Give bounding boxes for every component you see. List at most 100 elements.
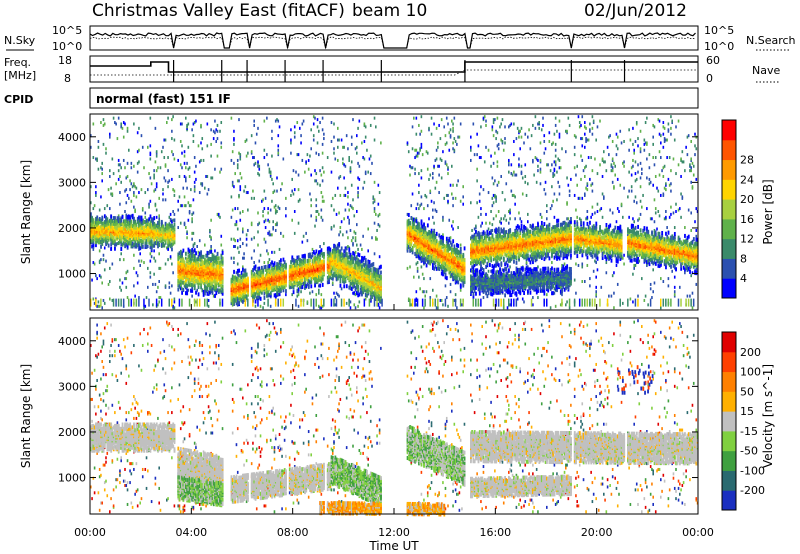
freq-tick-top: 18 [58, 54, 72, 67]
power-cell [218, 213, 220, 216]
power-cell [442, 236, 444, 240]
power-cell [179, 175, 181, 178]
power-cell [100, 258, 102, 261]
power-cell [419, 133, 421, 136]
power-cell [253, 120, 255, 123]
power-cell [442, 219, 444, 222]
power-cell [446, 117, 448, 120]
power-cell [108, 283, 110, 286]
power-cell [98, 140, 100, 143]
power-cell [446, 141, 448, 144]
power-cell [356, 134, 358, 137]
power-cell [432, 216, 434, 219]
power-cell [378, 303, 380, 307]
power-cell [258, 260, 260, 263]
power-cell [445, 272, 447, 276]
power-cell [321, 191, 323, 194]
power-cell [144, 211, 146, 214]
power-cell [217, 130, 219, 133]
power-cell [104, 122, 106, 125]
power-cell [318, 153, 320, 156]
power-cell [138, 149, 140, 152]
power-cell [184, 155, 186, 158]
power-cell [158, 252, 160, 255]
power-cell [365, 136, 367, 139]
power-cell [210, 245, 212, 248]
power-cell [413, 117, 415, 120]
power-cell [262, 210, 264, 213]
power-cell [341, 220, 343, 223]
power-cell [233, 143, 235, 146]
power-cell [147, 146, 149, 149]
power-cell [317, 118, 319, 121]
power-cell [357, 194, 359, 197]
power-cell [95, 185, 97, 188]
power-cell [412, 166, 414, 169]
power-cell [251, 150, 253, 153]
power-cell [148, 203, 150, 206]
power-cell [181, 204, 183, 207]
power-cell [313, 134, 315, 137]
power-cell [374, 222, 376, 225]
power-cell [357, 191, 359, 194]
power-cell [174, 223, 176, 227]
power-cell [233, 257, 235, 260]
power-cell [247, 229, 249, 232]
power-cell [267, 211, 269, 214]
power-cell [323, 200, 325, 203]
power-cell [357, 162, 359, 165]
power-cell [232, 181, 234, 184]
power-cell [437, 306, 439, 309]
power-cell [218, 256, 220, 260]
power-cell [239, 219, 241, 222]
power-cell [315, 152, 317, 155]
power-cell [442, 150, 444, 153]
power-cell [319, 284, 321, 288]
power-cell [447, 172, 449, 175]
power-cell [367, 249, 369, 252]
power-cell [156, 169, 158, 172]
power-cell [279, 125, 281, 128]
power-cell [314, 117, 316, 120]
power-cell [160, 296, 162, 299]
power-cell [280, 232, 282, 235]
power-cell [298, 188, 300, 191]
power-cell [238, 118, 240, 121]
power-cell [222, 289, 224, 293]
power-cell [429, 174, 431, 177]
power-cell [110, 215, 112, 219]
power-cell [125, 188, 127, 191]
power-cell [438, 174, 440, 177]
power-cell [186, 230, 188, 233]
power-cell [129, 179, 131, 182]
power-cell [429, 296, 431, 299]
power-cell [214, 131, 216, 134]
nsearch-line [90, 37, 696, 48]
power-cell [262, 214, 264, 217]
power-cell [347, 195, 349, 198]
power-cell [246, 238, 248, 241]
power-cell [334, 296, 336, 299]
power-cell [214, 249, 216, 252]
power-cell [137, 171, 139, 174]
power-cell [138, 191, 140, 194]
power-cell [109, 175, 111, 178]
power-cell [162, 188, 164, 191]
power-cell [323, 242, 325, 245]
power-cell [274, 251, 276, 254]
power-cell [214, 168, 216, 171]
power-cell [237, 227, 239, 230]
power-cell [342, 233, 344, 236]
power-cell [247, 277, 249, 281]
power-cell [186, 162, 188, 165]
power-cell [153, 273, 155, 276]
power-cell [172, 210, 174, 213]
power-cell [447, 305, 449, 308]
power-cell [236, 223, 238, 226]
power-cell [433, 229, 435, 233]
power-cell [360, 244, 362, 247]
power-cell [253, 197, 255, 200]
power-cell [233, 270, 235, 274]
power-cell [231, 216, 233, 219]
power-cell [355, 306, 357, 309]
